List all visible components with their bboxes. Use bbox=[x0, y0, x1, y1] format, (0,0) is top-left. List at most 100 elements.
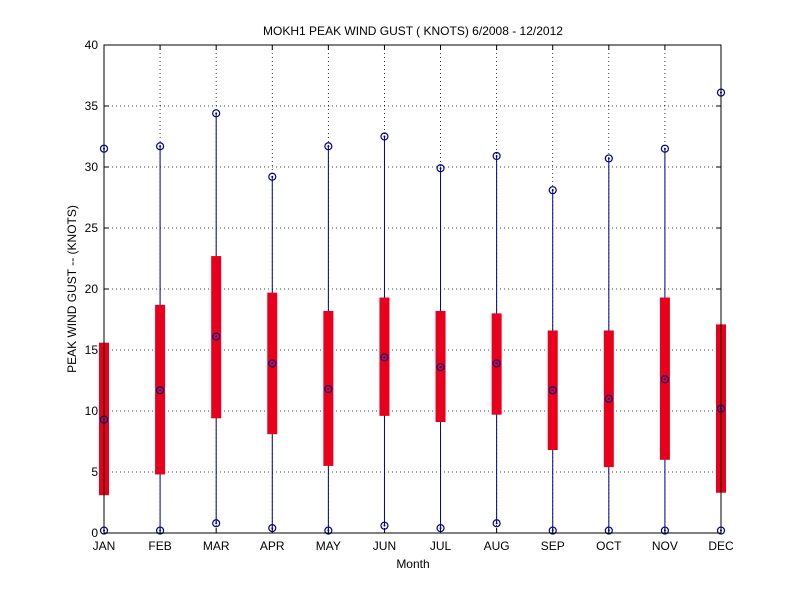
y-tick-label: 40 bbox=[85, 38, 99, 52]
max-marker-dot bbox=[663, 147, 666, 150]
median-marker bbox=[268, 359, 277, 368]
y-tick-label: 15 bbox=[85, 343, 99, 357]
median-marker-dot bbox=[159, 389, 162, 392]
min-marker-dot bbox=[383, 524, 386, 527]
box-may bbox=[323, 142, 334, 535]
max-marker-dot bbox=[159, 145, 162, 148]
max-marker-dot bbox=[271, 175, 274, 178]
max-marker bbox=[155, 142, 165, 151]
box-series bbox=[99, 88, 726, 535]
median-marker bbox=[492, 359, 501, 368]
min-marker bbox=[548, 526, 557, 535]
median-marker-dot bbox=[663, 378, 666, 381]
median-marker-dot bbox=[551, 389, 554, 392]
max-marker bbox=[212, 109, 221, 118]
max-marker bbox=[548, 186, 557, 195]
box-sep bbox=[547, 186, 558, 535]
min-marker-dot bbox=[439, 527, 442, 530]
min-marker bbox=[268, 524, 277, 533]
x-tick-label: OCT bbox=[596, 539, 622, 553]
box-aug bbox=[491, 151, 502, 528]
min-marker-dot bbox=[551, 529, 554, 532]
y-tick-label: 0 bbox=[91, 526, 98, 540]
min-marker-dot bbox=[159, 529, 162, 532]
x-tick-label: MAY bbox=[316, 539, 341, 553]
x-tick-label: SEP bbox=[541, 539, 565, 553]
y-tick-label: 5 bbox=[91, 465, 98, 479]
box-nov bbox=[659, 144, 670, 535]
max-marker bbox=[604, 154, 613, 163]
y-tick-label: 30 bbox=[85, 160, 99, 174]
median-marker-dot bbox=[495, 362, 498, 365]
box-jun bbox=[379, 132, 390, 530]
median-marker bbox=[604, 394, 613, 403]
y-tick-label: 20 bbox=[85, 282, 99, 296]
y-axis-label: PEAK WIND GUST -- (KNOTS) bbox=[65, 205, 79, 373]
median-marker-dot bbox=[383, 356, 386, 359]
box-mar bbox=[211, 109, 222, 528]
box-jul bbox=[435, 164, 446, 533]
box-feb bbox=[155, 142, 166, 535]
x-tick-label: FEB bbox=[148, 539, 171, 553]
x-tick-label: MAR bbox=[203, 539, 230, 553]
x-tick-label: JAN bbox=[93, 539, 116, 553]
min-marker bbox=[212, 519, 221, 528]
max-marker-dot bbox=[551, 189, 554, 192]
min-marker-dot bbox=[271, 527, 274, 530]
max-marker bbox=[268, 172, 277, 181]
x-tick-label: DEC bbox=[708, 539, 734, 553]
x-axis-label: Month bbox=[396, 557, 429, 571]
box-apr bbox=[267, 172, 278, 533]
min-marker bbox=[660, 526, 670, 535]
median-marker bbox=[436, 362, 445, 372]
max-marker bbox=[660, 144, 670, 153]
y-tick-label: 10 bbox=[85, 404, 99, 418]
median-marker-dot bbox=[327, 388, 330, 391]
max-marker bbox=[380, 132, 389, 141]
max-marker-dot bbox=[607, 157, 610, 160]
max-marker-dot bbox=[495, 155, 498, 158]
chart-title: MOKH1 PEAK WIND GUST ( KNOTS) 6/2008 - 1… bbox=[263, 24, 563, 38]
min-marker bbox=[604, 526, 613, 535]
median-marker-dot bbox=[607, 397, 610, 400]
max-marker bbox=[436, 164, 445, 173]
median-marker-dot bbox=[215, 335, 218, 338]
x-tick-label: APR bbox=[260, 539, 285, 553]
min-marker bbox=[492, 519, 501, 528]
median-marker bbox=[324, 384, 333, 394]
box-oct bbox=[603, 154, 614, 535]
min-marker bbox=[324, 526, 333, 535]
median-marker-dot bbox=[271, 362, 274, 365]
x-tick-label: AUG bbox=[484, 539, 510, 553]
x-tick-label: JUN bbox=[373, 539, 396, 553]
max-marker-dot bbox=[383, 135, 386, 138]
max-marker-dot bbox=[327, 145, 330, 148]
median-marker bbox=[548, 386, 557, 395]
min-marker-dot bbox=[607, 529, 610, 532]
x-tick-label: JUL bbox=[430, 539, 452, 553]
min-marker-dot bbox=[327, 529, 330, 532]
y-tick-label: 25 bbox=[85, 221, 99, 235]
min-marker-dot bbox=[495, 522, 498, 525]
min-marker bbox=[436, 524, 445, 533]
grid bbox=[104, 45, 721, 533]
min-marker-dot bbox=[215, 522, 218, 525]
median-marker bbox=[380, 353, 389, 362]
median-marker bbox=[212, 332, 221, 341]
median-marker-dot bbox=[439, 366, 442, 369]
y-axis-ticks: 0 5 10 15 20 25 30 35 40 bbox=[85, 38, 721, 540]
max-marker-dot bbox=[439, 167, 442, 170]
plot-frame bbox=[103, 44, 722, 534]
min-marker bbox=[155, 526, 165, 535]
x-axis-ticks: JAN FEB MAR APR MAY JUN JUL AUG SEP OCT NOV DEC bbox=[93, 45, 734, 553]
max-marker bbox=[492, 151, 501, 161]
y-tick-label: 35 bbox=[85, 99, 99, 113]
median-marker bbox=[660, 375, 670, 384]
x-tick-label: NOV bbox=[652, 539, 678, 553]
min-marker bbox=[380, 521, 389, 530]
median-marker bbox=[155, 386, 165, 395]
min-marker-dot bbox=[663, 529, 666, 532]
max-marker-dot bbox=[215, 112, 218, 115]
max-marker bbox=[324, 142, 333, 151]
